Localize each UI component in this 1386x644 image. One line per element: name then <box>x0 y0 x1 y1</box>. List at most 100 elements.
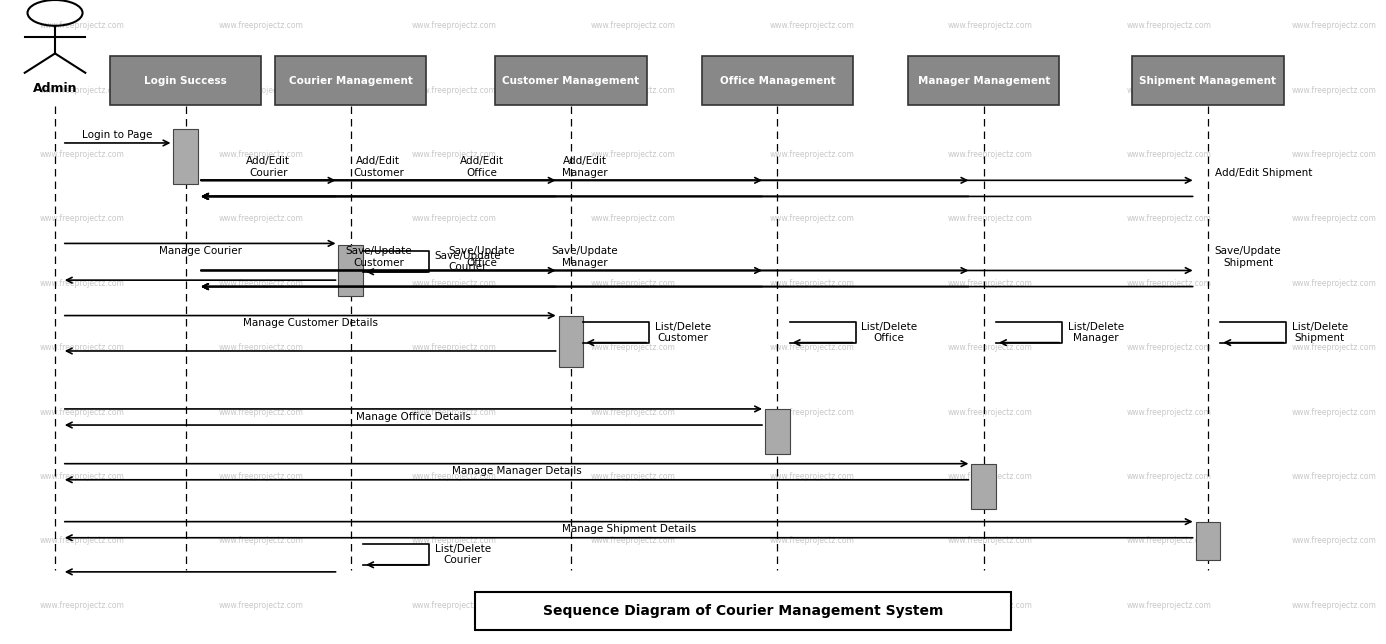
Text: www.freeprojectz.com: www.freeprojectz.com <box>412 279 496 288</box>
Text: www.freeprojectz.com: www.freeprojectz.com <box>1127 214 1211 223</box>
Text: www.freeprojectz.com: www.freeprojectz.com <box>219 150 304 159</box>
Text: www.freeprojectz.com: www.freeprojectz.com <box>1292 408 1376 417</box>
Text: www.freeprojectz.com: www.freeprojectz.com <box>219 343 304 352</box>
Text: www.freeprojectz.com: www.freeprojectz.com <box>948 214 1033 223</box>
Text: www.freeprojectz.com: www.freeprojectz.com <box>590 408 675 417</box>
Text: www.freeprojectz.com: www.freeprojectz.com <box>590 214 675 223</box>
Text: www.freeprojectz.com: www.freeprojectz.com <box>1127 536 1211 545</box>
Text: www.freeprojectz.com: www.freeprojectz.com <box>40 86 125 95</box>
Text: Manage Customer Details: Manage Customer Details <box>243 318 378 328</box>
Text: www.freeprojectz.com: www.freeprojectz.com <box>1127 408 1211 417</box>
Text: List/Delete
Shipment: List/Delete Shipment <box>1292 321 1349 343</box>
Text: Manager Management: Manager Management <box>918 75 1049 86</box>
Bar <box>559 316 584 367</box>
Bar <box>972 464 997 509</box>
Text: www.freeprojectz.com: www.freeprojectz.com <box>219 408 304 417</box>
Bar <box>908 57 1059 104</box>
Text: www.freeprojectz.com: www.freeprojectz.com <box>40 408 125 417</box>
Bar <box>474 592 1012 630</box>
Text: www.freeprojectz.com: www.freeprojectz.com <box>948 150 1033 159</box>
Text: www.freeprojectz.com: www.freeprojectz.com <box>412 214 496 223</box>
Text: Save/Update
Office: Save/Update Office <box>448 246 514 268</box>
Text: www.freeprojectz.com: www.freeprojectz.com <box>948 472 1033 481</box>
Text: www.freeprojectz.com: www.freeprojectz.com <box>219 601 304 610</box>
Bar <box>1196 522 1220 560</box>
Text: www.freeprojectz.com: www.freeprojectz.com <box>40 214 125 223</box>
Bar <box>765 409 790 454</box>
Text: www.freeprojectz.com: www.freeprojectz.com <box>412 150 496 159</box>
Text: www.freeprojectz.com: www.freeprojectz.com <box>948 279 1033 288</box>
Text: www.freeprojectz.com: www.freeprojectz.com <box>40 536 125 545</box>
Text: www.freeprojectz.com: www.freeprojectz.com <box>1292 601 1376 610</box>
Text: www.freeprojectz.com: www.freeprojectz.com <box>769 21 854 30</box>
Text: www.freeprojectz.com: www.freeprojectz.com <box>219 536 304 545</box>
Text: Sequence Diagram of Courier Management System: Sequence Diagram of Courier Management S… <box>543 604 942 618</box>
Text: Login to Page: Login to Page <box>82 130 152 140</box>
Text: www.freeprojectz.com: www.freeprojectz.com <box>412 21 496 30</box>
Text: www.freeprojectz.com: www.freeprojectz.com <box>948 408 1033 417</box>
Text: www.freeprojectz.com: www.freeprojectz.com <box>1292 21 1376 30</box>
Text: www.freeprojectz.com: www.freeprojectz.com <box>590 536 675 545</box>
Text: Save/Update
Customer: Save/Update Customer <box>345 246 412 268</box>
Text: List/Delete
Customer: List/Delete Customer <box>654 321 711 343</box>
Text: www.freeprojectz.com: www.freeprojectz.com <box>40 343 125 352</box>
Text: www.freeprojectz.com: www.freeprojectz.com <box>412 86 496 95</box>
Text: www.freeprojectz.com: www.freeprojectz.com <box>769 214 854 223</box>
Text: www.freeprojectz.com: www.freeprojectz.com <box>948 86 1033 95</box>
Text: Save/Update
Courier: Save/Update Courier <box>435 251 502 272</box>
Text: www.freeprojectz.com: www.freeprojectz.com <box>40 472 125 481</box>
Text: www.freeprojectz.com: www.freeprojectz.com <box>590 601 675 610</box>
Text: Add/Edit
Office: Add/Edit Office <box>460 156 503 178</box>
Text: Courier Management: Courier Management <box>288 75 413 86</box>
Text: Add/Edit
Courier: Add/Edit Courier <box>247 156 290 178</box>
Text: www.freeprojectz.com: www.freeprojectz.com <box>769 536 854 545</box>
Bar <box>338 245 363 296</box>
Text: www.freeprojectz.com: www.freeprojectz.com <box>948 21 1033 30</box>
Text: Save/Update
Shipment: Save/Update Shipment <box>1214 246 1282 268</box>
Text: www.freeprojectz.com: www.freeprojectz.com <box>590 472 675 481</box>
Text: www.freeprojectz.com: www.freeprojectz.com <box>769 408 854 417</box>
Text: www.freeprojectz.com: www.freeprojectz.com <box>40 150 125 159</box>
Bar <box>701 57 852 104</box>
Text: Manage Courier: Manage Courier <box>158 246 241 256</box>
Text: www.freeprojectz.com: www.freeprojectz.com <box>412 536 496 545</box>
Text: Manage Shipment Details: Manage Shipment Details <box>561 524 696 535</box>
Bar <box>173 129 198 184</box>
Text: www.freeprojectz.com: www.freeprojectz.com <box>219 21 304 30</box>
Text: List/Delete
Courier: List/Delete Courier <box>435 544 491 565</box>
Text: www.freeprojectz.com: www.freeprojectz.com <box>412 601 496 610</box>
Text: www.freeprojectz.com: www.freeprojectz.com <box>769 472 854 481</box>
Text: List/Delete
Manager: List/Delete Manager <box>1067 321 1124 343</box>
Text: Office Management: Office Management <box>719 75 836 86</box>
Text: www.freeprojectz.com: www.freeprojectz.com <box>590 21 675 30</box>
Text: Customer Management: Customer Management <box>502 75 639 86</box>
Bar <box>1132 57 1283 104</box>
Text: www.freeprojectz.com: www.freeprojectz.com <box>590 279 675 288</box>
Bar <box>109 57 262 104</box>
Text: www.freeprojectz.com: www.freeprojectz.com <box>1127 343 1211 352</box>
Text: www.freeprojectz.com: www.freeprojectz.com <box>1127 601 1211 610</box>
Text: www.freeprojectz.com: www.freeprojectz.com <box>40 601 125 610</box>
Text: www.freeprojectz.com: www.freeprojectz.com <box>412 343 496 352</box>
Bar <box>276 57 427 104</box>
Bar <box>495 57 647 104</box>
Text: www.freeprojectz.com: www.freeprojectz.com <box>590 343 675 352</box>
Text: Add/Edit
Manager: Add/Edit Manager <box>561 156 607 178</box>
Text: www.freeprojectz.com: www.freeprojectz.com <box>590 86 675 95</box>
Text: www.freeprojectz.com: www.freeprojectz.com <box>948 601 1033 610</box>
Text: www.freeprojectz.com: www.freeprojectz.com <box>40 21 125 30</box>
Text: www.freeprojectz.com: www.freeprojectz.com <box>219 86 304 95</box>
Text: Shipment Management: Shipment Management <box>1139 75 1277 86</box>
Text: Add/Edit
Customer: Add/Edit Customer <box>353 156 403 178</box>
Text: www.freeprojectz.com: www.freeprojectz.com <box>1127 21 1211 30</box>
Text: www.freeprojectz.com: www.freeprojectz.com <box>412 408 496 417</box>
Text: www.freeprojectz.com: www.freeprojectz.com <box>1292 279 1376 288</box>
Text: www.freeprojectz.com: www.freeprojectz.com <box>1292 214 1376 223</box>
Text: www.freeprojectz.com: www.freeprojectz.com <box>769 150 854 159</box>
Text: www.freeprojectz.com: www.freeprojectz.com <box>1292 150 1376 159</box>
Text: www.freeprojectz.com: www.freeprojectz.com <box>412 472 496 481</box>
Text: www.freeprojectz.com: www.freeprojectz.com <box>1127 86 1211 95</box>
Text: www.freeprojectz.com: www.freeprojectz.com <box>1292 86 1376 95</box>
Text: Manage Office Details: Manage Office Details <box>356 412 471 422</box>
Text: www.freeprojectz.com: www.freeprojectz.com <box>1127 279 1211 288</box>
